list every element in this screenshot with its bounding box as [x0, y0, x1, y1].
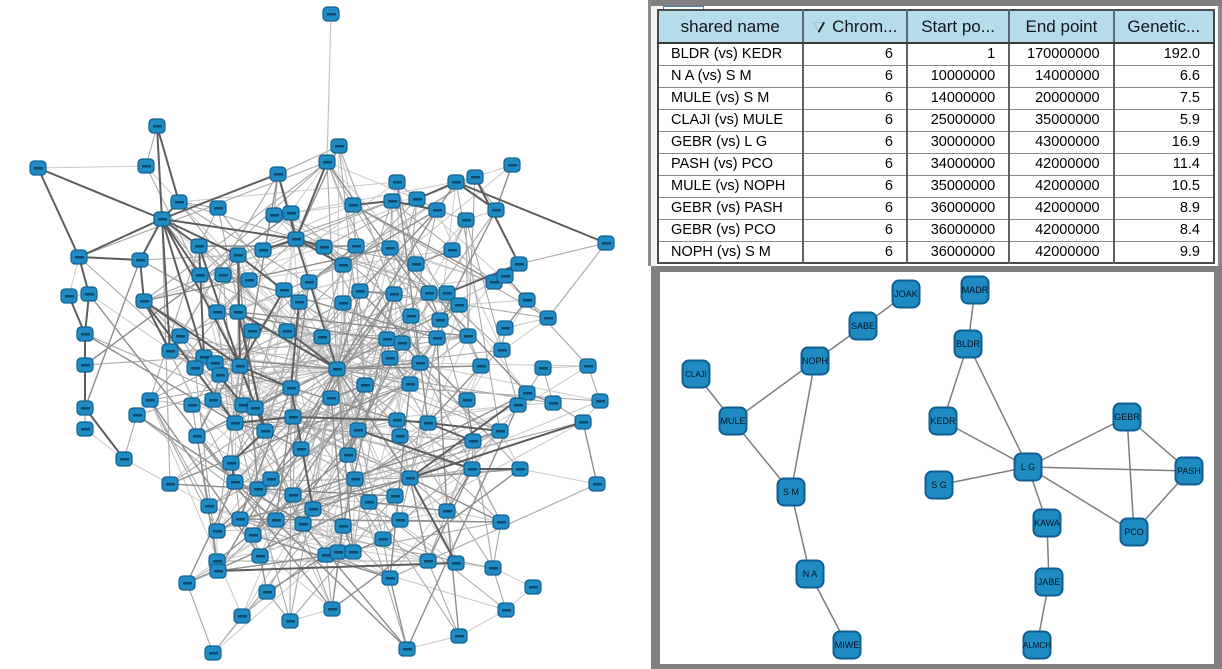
svg-text:SABE: SABE [851, 321, 875, 331]
svg-text:PCO: PCO [1124, 527, 1144, 537]
svg-text:CLAJI: CLAJI [685, 370, 707, 379]
svg-text:L G: L G [1021, 462, 1035, 472]
svg-text:NOPH: NOPH [802, 356, 828, 366]
svg-text:BLDR: BLDR [956, 339, 981, 349]
svg-text:JOAK: JOAK [894, 289, 918, 299]
svg-text:PASH: PASH [1177, 466, 1201, 476]
svg-text:MIWE: MIWE [835, 640, 860, 650]
svg-text:S M: S M [783, 487, 799, 497]
svg-text:GEBR: GEBR [1114, 412, 1140, 422]
svg-text:MADR: MADR [962, 285, 989, 295]
svg-text:ALMCH: ALMCH [1023, 641, 1051, 650]
svg-text:KEDR: KEDR [930, 416, 956, 426]
svg-text:S G: S G [931, 480, 947, 490]
svg-text:KAWA: KAWA [1034, 518, 1060, 528]
svg-text:JABE: JABE [1038, 577, 1061, 587]
svg-text:MULE: MULE [720, 416, 745, 426]
svg-text:N A: N A [803, 569, 818, 579]
